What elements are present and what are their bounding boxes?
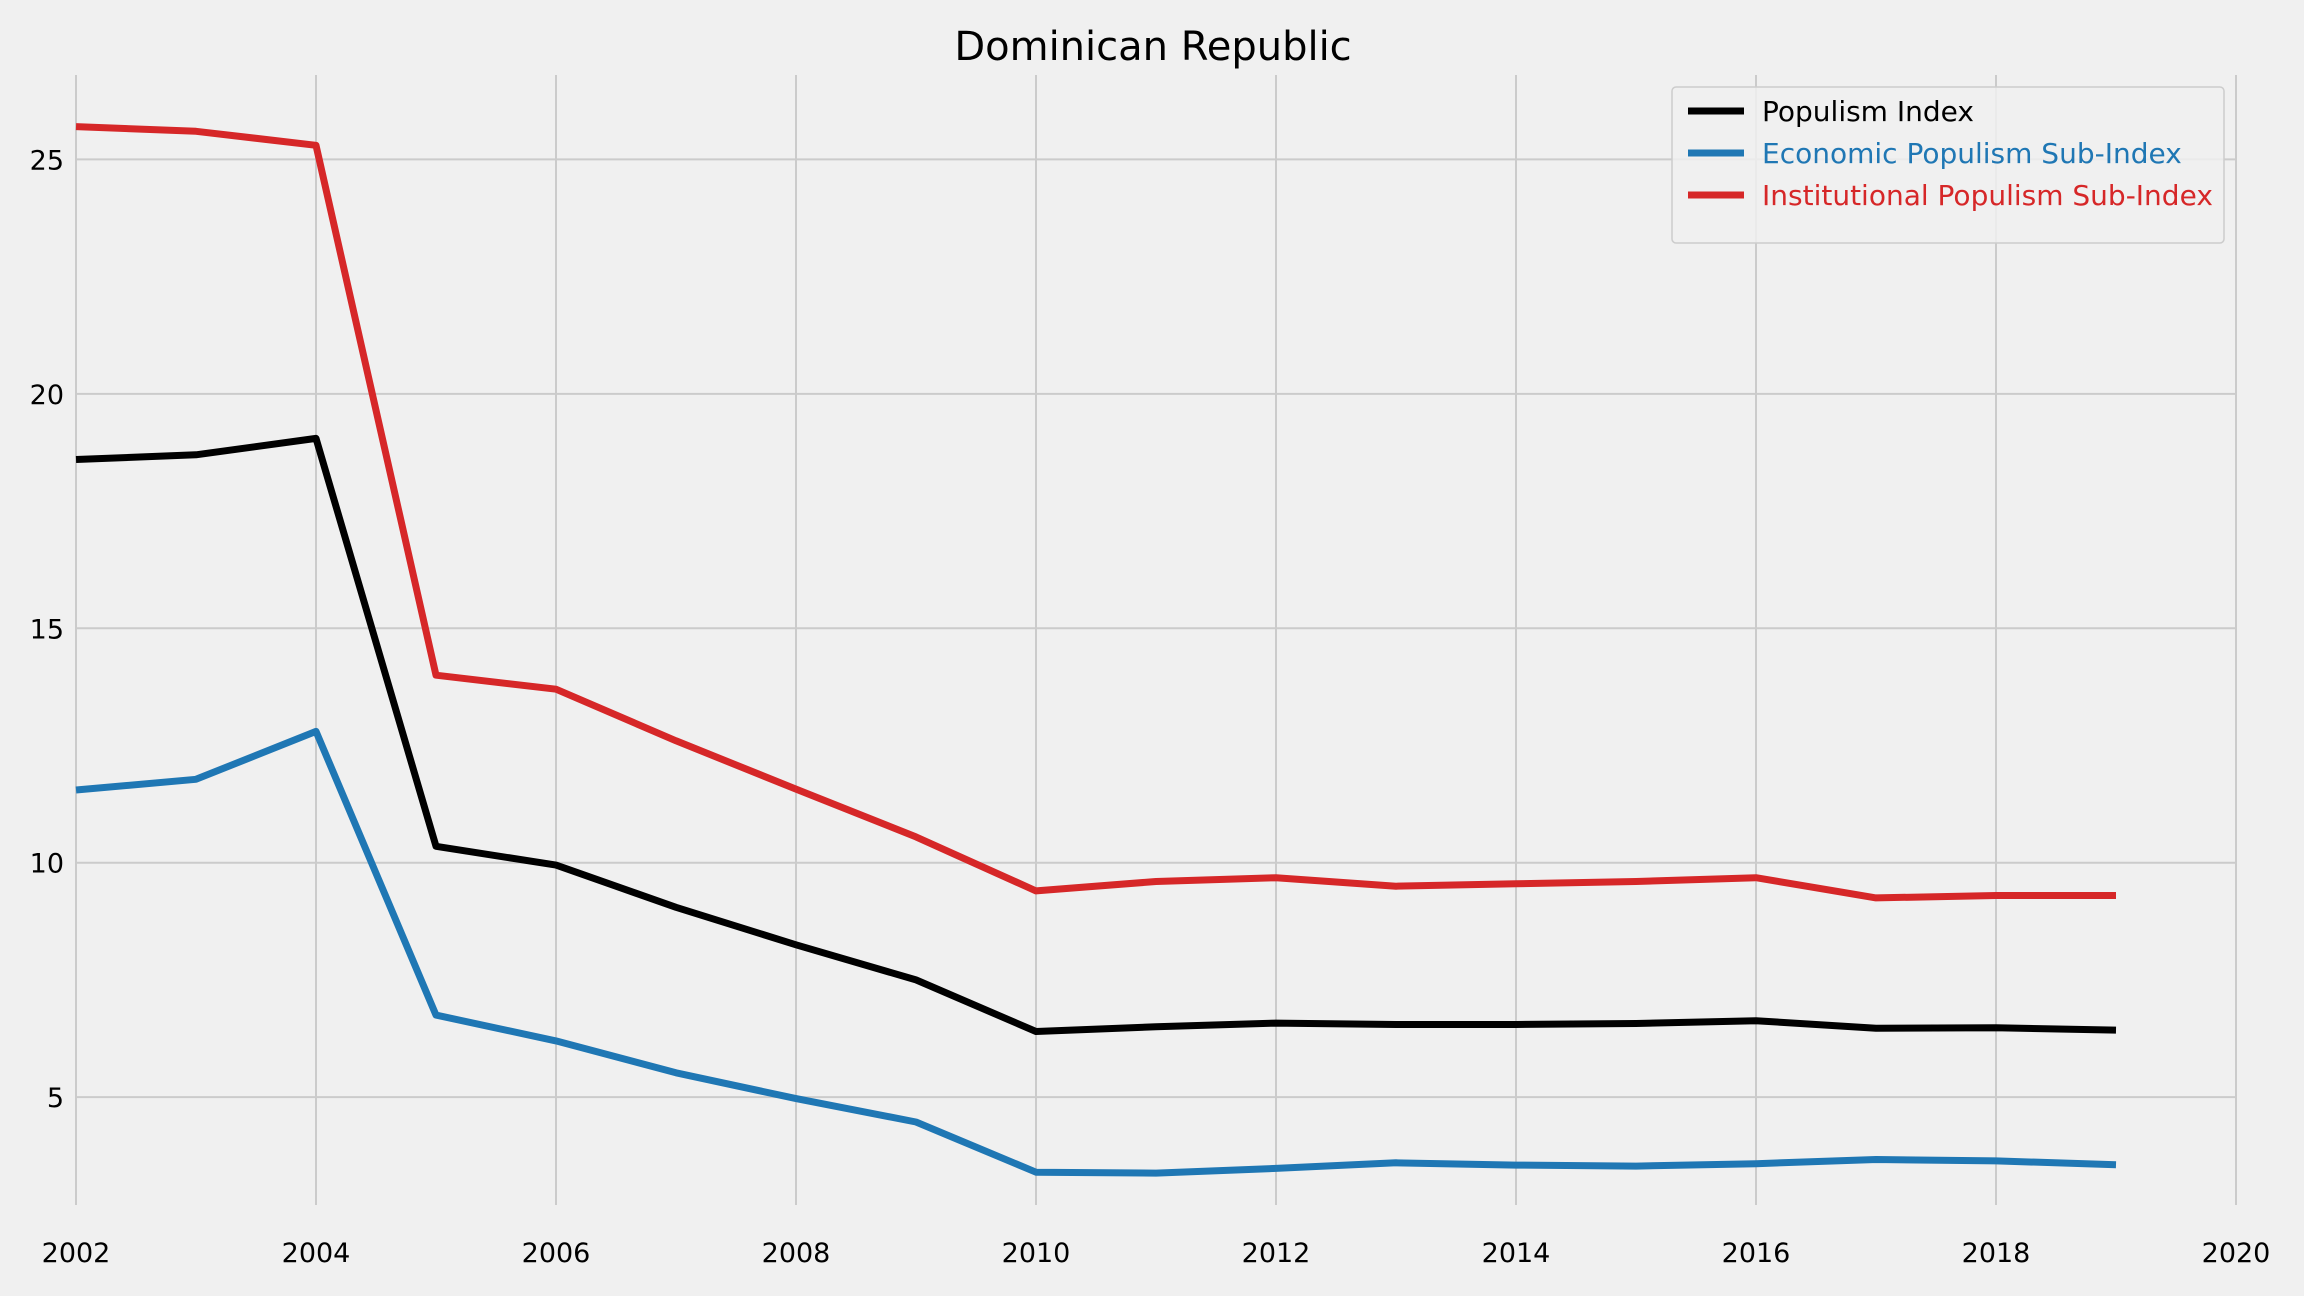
legend-label: Economic Populism Sub-Index: [1762, 137, 2182, 170]
legend-label: Institutional Populism Sub-Index: [1762, 179, 2213, 212]
x-tick-label: 2008: [762, 1238, 831, 1269]
x-tick-label: 2018: [1962, 1238, 2031, 1269]
x-tick-label: 2012: [1242, 1238, 1311, 1269]
grid: [75, 75, 2237, 1205]
y-tick-labels: 5 10 15 20 25: [30, 145, 64, 1114]
x-tick-label: 2016: [1722, 1238, 1791, 1269]
x-tick-label: 2010: [1002, 1238, 1071, 1269]
legend: Populism Index Economic Populism Sub-Inde…: [1671, 86, 2225, 244]
series-lines: [75, 123, 2117, 1177]
series-line-0: [75, 434, 2117, 1035]
y-tick-label: 25: [30, 145, 64, 176]
x-tick-label: 2002: [42, 1238, 111, 1269]
x-tick-label: 2014: [1482, 1238, 1551, 1269]
series-line-2: [75, 123, 2116, 902]
x-tick-label: 2004: [282, 1238, 351, 1269]
y-tick-label: 10: [30, 849, 64, 880]
chart-title: Dominican Republic: [954, 24, 1351, 70]
series-line-1: [75, 727, 2117, 1177]
y-tick-label: 20: [30, 380, 64, 411]
y-tick-label: 15: [30, 614, 64, 645]
legend-box: [1671, 86, 2225, 244]
legend-label: Populism Index: [1762, 95, 1974, 128]
x-tick-label: 2006: [522, 1238, 591, 1269]
x-tick-labels: 2002 2004 2006 2008 2010 2012 2014 2016 2018 2020: [42, 1238, 2271, 1269]
y-tick-label: 5: [47, 1083, 64, 1114]
x-tick-label: 2020: [2202, 1238, 2271, 1269]
